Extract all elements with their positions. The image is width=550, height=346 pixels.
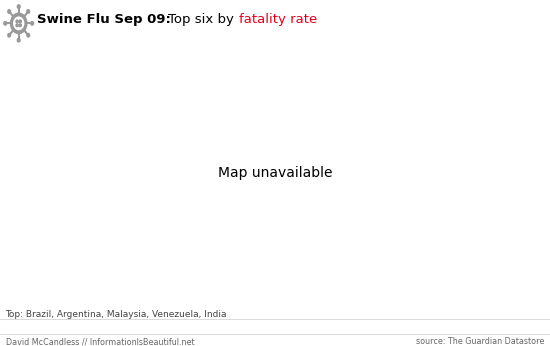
Circle shape (17, 5, 20, 8)
Circle shape (8, 10, 10, 13)
Circle shape (16, 24, 18, 27)
Circle shape (8, 34, 10, 37)
Text: David McCandless // InformationIsBeautiful.net: David McCandless // InformationIsBeautif… (6, 337, 194, 346)
Text: Top six by: Top six by (168, 13, 238, 26)
Circle shape (31, 21, 34, 25)
Text: source: The Guardian Datastore: source: The Guardian Datastore (416, 337, 544, 346)
Circle shape (4, 21, 7, 25)
Circle shape (19, 20, 21, 23)
Circle shape (10, 13, 27, 34)
Text: Swine Flu Sep 09:: Swine Flu Sep 09: (37, 13, 171, 26)
Circle shape (27, 10, 30, 13)
Circle shape (16, 20, 18, 23)
Circle shape (19, 24, 21, 27)
Circle shape (27, 34, 30, 37)
Text: Map unavailable: Map unavailable (218, 166, 332, 180)
Text: Top: Brazil, Argentina, Malaysia, Venezuela, India: Top: Brazil, Argentina, Malaysia, Venezu… (6, 310, 227, 319)
Circle shape (17, 38, 20, 42)
Circle shape (14, 17, 24, 29)
Text: fatality rate: fatality rate (239, 13, 317, 26)
